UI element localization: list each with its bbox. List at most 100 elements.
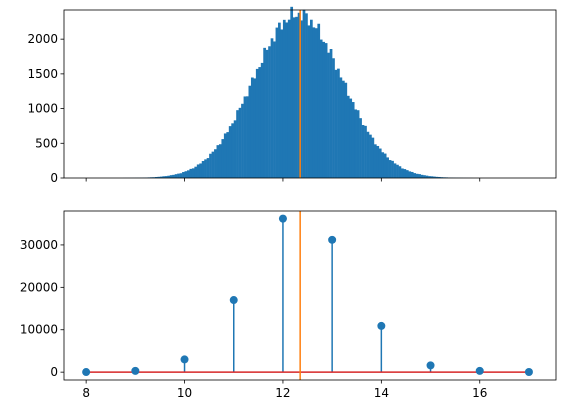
histogram-bar bbox=[184, 171, 188, 178]
histogram-bar bbox=[391, 160, 394, 178]
histogram-bar bbox=[275, 27, 279, 178]
y-tick-label: 0 bbox=[50, 171, 58, 185]
histogram-bar bbox=[418, 174, 421, 178]
histogram-bar bbox=[243, 96, 247, 178]
histogram-panel: 0 500 1000 1500 2000 bbox=[27, 6, 557, 185]
x-tick-label: 12 bbox=[275, 386, 290, 400]
y-tick-label: 500 bbox=[35, 136, 58, 150]
stem-marker bbox=[82, 368, 91, 377]
stem-marker bbox=[377, 321, 386, 330]
histogram-bar bbox=[268, 46, 271, 178]
histogram-bar bbox=[263, 47, 266, 178]
histogram-bar bbox=[317, 23, 321, 178]
histogram-bar bbox=[233, 120, 237, 178]
stem-marker bbox=[180, 355, 189, 364]
histogram-bar bbox=[307, 25, 311, 179]
histogram-bar bbox=[157, 176, 161, 178]
histogram-bar bbox=[327, 52, 330, 178]
histogram-bar bbox=[332, 58, 335, 179]
histogram-bar bbox=[341, 80, 345, 178]
histogram-bar bbox=[356, 110, 360, 178]
histogram-bar bbox=[435, 176, 439, 178]
histogram-bar bbox=[381, 152, 385, 178]
histogram-bar bbox=[312, 27, 316, 178]
histogram-bar bbox=[174, 174, 178, 178]
x-tick-label: 10 bbox=[177, 386, 192, 400]
histogram-bar bbox=[319, 39, 323, 178]
histogram-bar bbox=[228, 126, 232, 178]
histogram-bar bbox=[386, 157, 389, 178]
y-tick-label: 1000 bbox=[27, 102, 58, 116]
histogram-bar bbox=[214, 149, 217, 178]
histogram-bar bbox=[403, 169, 407, 178]
histogram-bar bbox=[376, 145, 380, 178]
histogram-bar bbox=[349, 98, 353, 178]
histogram-bar bbox=[423, 175, 426, 178]
histogram-bar bbox=[334, 69, 338, 178]
histogram-bar bbox=[280, 29, 284, 178]
y-tick-label: 20000 bbox=[20, 280, 58, 294]
histogram-bar bbox=[209, 153, 212, 178]
histogram-bar bbox=[255, 68, 259, 178]
histogram-bar bbox=[162, 176, 166, 178]
histogram-bar bbox=[159, 176, 163, 178]
histogram-bar bbox=[246, 96, 249, 178]
histogram-bar bbox=[278, 22, 281, 178]
histogram-bar bbox=[253, 78, 257, 178]
histogram-bar bbox=[273, 41, 276, 179]
histogram-frame bbox=[63, 9, 557, 179]
histogram-bar bbox=[164, 176, 168, 178]
histogram-bar bbox=[182, 172, 185, 178]
x-tick-label: 14 bbox=[374, 386, 389, 400]
histogram-bar bbox=[430, 176, 434, 178]
stem-plot bbox=[82, 214, 533, 377]
histogram-bar bbox=[248, 85, 252, 178]
histogram-bar bbox=[413, 173, 417, 178]
histogram-bar bbox=[346, 95, 350, 178]
histogram-bar bbox=[310, 19, 313, 178]
histogram-bar bbox=[282, 19, 286, 179]
histogram-bar bbox=[236, 110, 239, 178]
histogram-bar bbox=[204, 159, 207, 178]
histogram-bar bbox=[260, 62, 264, 178]
y-tick-label: 10000 bbox=[20, 323, 58, 337]
histogram-bar bbox=[433, 176, 436, 178]
histogram-bar bbox=[241, 103, 244, 178]
histogram-bar bbox=[196, 164, 200, 178]
histogram-bar bbox=[337, 68, 340, 178]
y-tick-label: 2000 bbox=[27, 32, 58, 46]
histogram-bar bbox=[211, 151, 215, 178]
histogram-bar bbox=[297, 12, 301, 179]
histogram-bar bbox=[428, 176, 431, 178]
histogram-bar bbox=[265, 49, 269, 179]
histogram-bar bbox=[369, 134, 372, 178]
histogram-bar bbox=[187, 170, 190, 178]
histogram-bar bbox=[167, 175, 171, 178]
histogram-bar bbox=[302, 9, 306, 178]
histogram-bar bbox=[364, 125, 367, 178]
histogram-bar bbox=[373, 144, 377, 178]
histogram-bar bbox=[238, 107, 242, 178]
histogram-bar bbox=[383, 153, 387, 178]
histogram-bar bbox=[305, 13, 308, 179]
histogram-bar bbox=[322, 41, 326, 179]
x-tick-label: 8 bbox=[82, 386, 90, 400]
histogram-bar bbox=[405, 170, 409, 178]
histogram-bar bbox=[344, 82, 348, 178]
x-tick-label: 16 bbox=[472, 386, 487, 400]
histogram-axes: 0 500 1000 1500 2000 bbox=[27, 9, 557, 185]
histogram-bars bbox=[123, 6, 473, 179]
histogram-bar bbox=[221, 139, 225, 178]
histogram-bar bbox=[425, 175, 429, 178]
histogram-bar bbox=[250, 77, 254, 178]
histogram-bar bbox=[398, 166, 402, 178]
histogram-bar bbox=[437, 176, 441, 178]
histogram-bar bbox=[194, 166, 198, 178]
histogram-bar bbox=[371, 137, 375, 178]
histogram-bar bbox=[361, 125, 365, 178]
histogram-bar bbox=[231, 123, 234, 178]
histogram-bar bbox=[408, 171, 412, 178]
histogram-bar bbox=[359, 118, 362, 178]
histogram-bar bbox=[189, 168, 193, 178]
